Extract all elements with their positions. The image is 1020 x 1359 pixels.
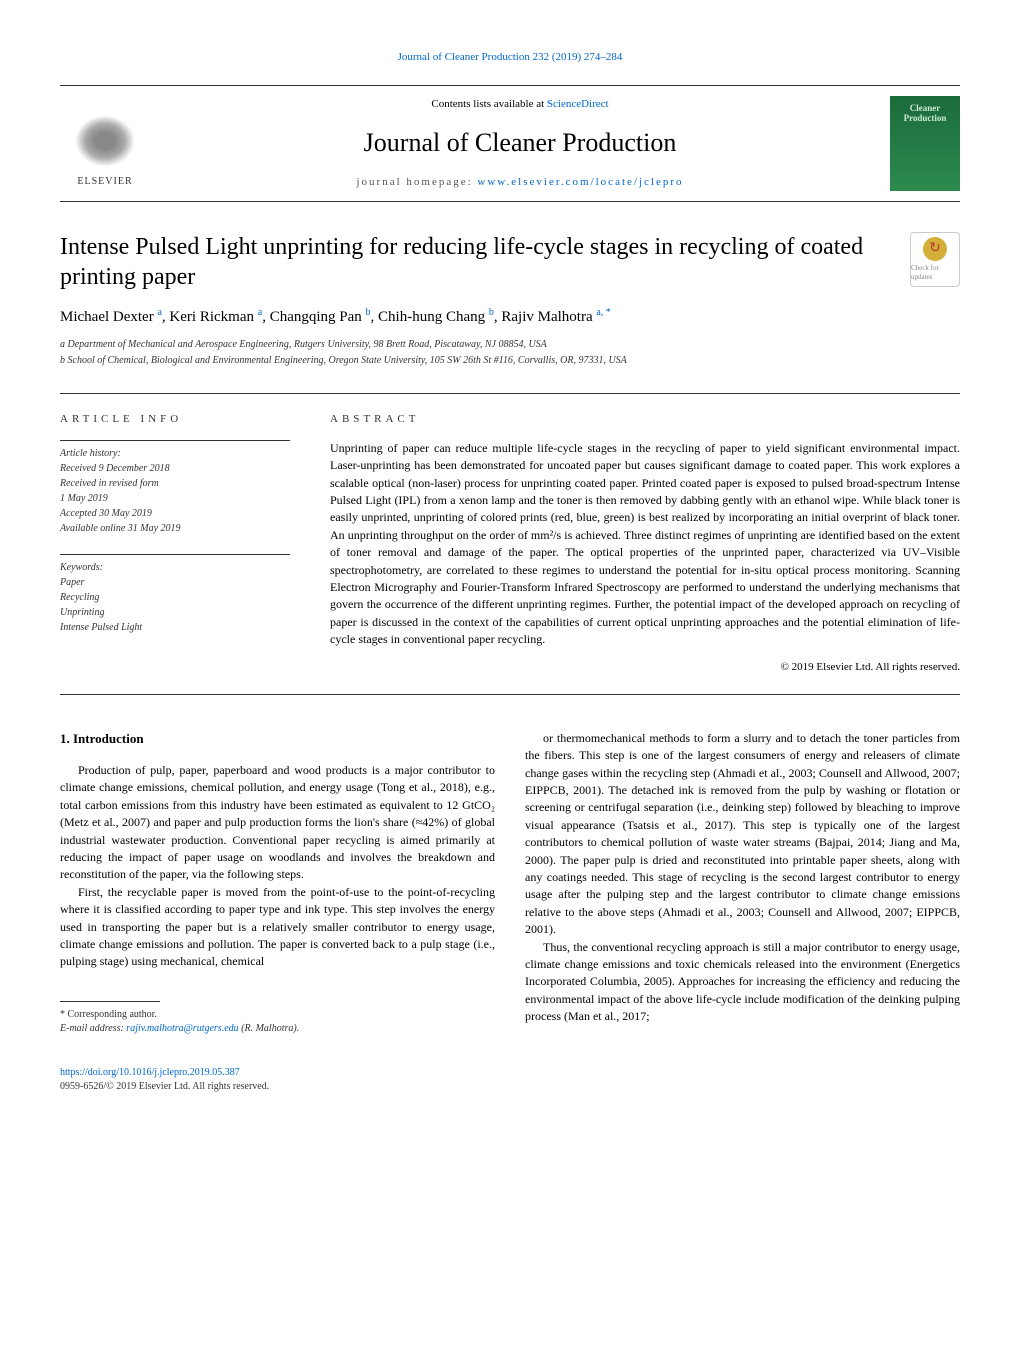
affiliation-line: b School of Chemical, Biological and Env… <box>60 354 960 368</box>
keyword-item: Unprinting <box>60 606 290 620</box>
affiliations-block: a Department of Mechanical and Aerospace… <box>60 338 960 368</box>
keywords-label: Keywords: <box>60 561 290 575</box>
abstract-copyright: © 2019 Elsevier Ltd. All rights reserved… <box>330 660 960 675</box>
author-affil-sup: a, * <box>596 307 610 318</box>
history-line: 1 May 2019 <box>60 492 290 506</box>
article-info-label: ARTICLE INFO <box>60 412 290 427</box>
journal-name: Journal of Cleaner Production <box>150 125 890 161</box>
footnote-separator <box>60 1001 160 1002</box>
keywords-block: Keywords: PaperRecyclingUnprintingIntens… <box>60 554 290 635</box>
journal-info-block: Contents lists available at ScienceDirec… <box>150 97 890 190</box>
elsevier-label: ELSEVIER <box>77 175 132 189</box>
article-history-block: Article history: Received 9 December 201… <box>60 440 290 536</box>
author-name: , Keri Rickman <box>162 309 258 325</box>
history-line: Received 9 December 2018 <box>60 462 290 476</box>
body-paragraph: or thermomechanical methods to form a sl… <box>525 730 960 939</box>
journal-header: ELSEVIER Contents lists available at Sci… <box>60 85 960 202</box>
history-label: Article history: <box>60 447 290 461</box>
email-link[interactable]: rajiv.malhotra@rutgers.edu <box>126 1023 238 1034</box>
body-paragraph: First, the recyclable paper is moved fro… <box>60 884 495 971</box>
authors-line: Michael Dexter a, Keri Rickman a, Changq… <box>60 306 960 328</box>
author-name: , Changqing Pan <box>262 309 365 325</box>
header-citation-link[interactable]: Journal of Cleaner Production 232 (2019)… <box>60 50 960 65</box>
abstract-column: ABSTRACT Unprinting of paper can reduce … <box>330 412 960 675</box>
body-left-column: 1. Introduction Production of pulp, pape… <box>60 730 495 1094</box>
doi-link[interactable]: https://doi.org/10.1016/j.jclepro.2019.0… <box>60 1066 495 1080</box>
corresponding-label: * Corresponding author. <box>60 1008 495 1022</box>
abstract-text: Unprinting of paper can reduce multiple … <box>330 440 960 649</box>
info-abstract-row: ARTICLE INFO Article history: Received 9… <box>60 393 960 694</box>
contents-prefix: Contents lists available at <box>431 98 546 110</box>
keyword-item: Paper <box>60 576 290 590</box>
contents-available-line: Contents lists available at ScienceDirec… <box>150 97 890 112</box>
history-line: Accepted 30 May 2019 <box>60 507 290 521</box>
author-name: , Chih-hung Chang <box>371 309 489 325</box>
elsevier-logo: ELSEVIER <box>60 99 150 189</box>
abstract-label: ABSTRACT <box>330 412 960 427</box>
email-prefix: E-mail address: <box>60 1023 126 1034</box>
keyword-item: Intense Pulsed Light <box>60 621 290 635</box>
cover-label: Cleaner Production <box>894 104 956 124</box>
intro-heading: 1. Introduction <box>60 730 495 748</box>
body-right-column: or thermomechanical methods to form a sl… <box>525 730 960 1094</box>
homepage-link[interactable]: www.elsevier.com/locate/jclepro <box>477 176 683 188</box>
check-updates-icon: ↻ <box>923 237 947 261</box>
history-line: Received in revised form <box>60 477 290 491</box>
page-footer: https://doi.org/10.1016/j.jclepro.2019.0… <box>60 1066 495 1094</box>
email-line: E-mail address: rajiv.malhotra@rutgers.e… <box>60 1022 495 1036</box>
issn-copyright: 0959-6526/© 2019 Elsevier Ltd. All right… <box>60 1080 495 1094</box>
body-paragraph: Production of pulp, paper, paperboard an… <box>60 762 495 884</box>
check-updates-badge[interactable]: ↻ Check for updates <box>910 232 960 287</box>
author-name: Michael Dexter <box>60 309 157 325</box>
homepage-prefix: journal homepage: <box>357 176 478 188</box>
email-suffix: (R. Malhotra). <box>239 1023 300 1034</box>
article-info-column: ARTICLE INFO Article history: Received 9… <box>60 412 290 675</box>
body-paragraph: Thus, the conventional recycling approac… <box>525 939 960 1026</box>
affiliation-line: a Department of Mechanical and Aerospace… <box>60 338 960 352</box>
elsevier-tree-icon <box>70 111 140 171</box>
check-updates-label: Check for updates <box>911 264 959 284</box>
corresponding-footnote: * Corresponding author. E-mail address: … <box>60 1008 495 1036</box>
author-name: , Rajiv Malhotra <box>494 309 596 325</box>
paper-title: Intense Pulsed Light unprinting for redu… <box>60 232 910 292</box>
journal-homepage-line: journal homepage: www.elsevier.com/locat… <box>150 175 890 190</box>
keyword-item: Recycling <box>60 591 290 605</box>
title-row: Intense Pulsed Light unprinting for redu… <box>60 232 960 292</box>
history-line: Available online 31 May 2019 <box>60 522 290 536</box>
sciencedirect-link[interactable]: ScienceDirect <box>547 98 609 110</box>
body-columns: 1. Introduction Production of pulp, pape… <box>60 730 960 1094</box>
journal-cover-thumbnail: Cleaner Production <box>890 96 960 191</box>
